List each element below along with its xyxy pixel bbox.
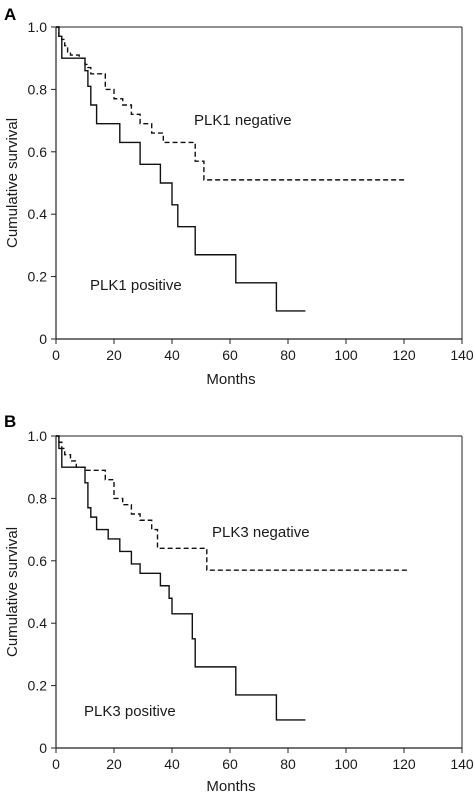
y-tick-label: 0.6	[28, 553, 48, 569]
panel-label-a: A	[4, 5, 16, 24]
survival-chart-b-svg: B 0 0.2 0.4 0.6 0.8 1.0 0 20 40 60 80 100 120 140 Month…	[4, 412, 474, 794]
x-axis-title: Months	[206, 371, 255, 388]
x-tick-label: 40	[164, 756, 180, 772]
y-axis-title: Cumulative survival	[4, 118, 21, 248]
x-tick-label: 100	[334, 756, 358, 772]
series-annotation: PLK1 positive	[90, 277, 182, 294]
x-tick-label: 0	[52, 347, 60, 363]
y-tick-label: 1.0	[28, 19, 48, 35]
series-annotation: PLK3 negative	[212, 524, 310, 541]
x-tick-label: 120	[392, 347, 416, 363]
plk3-positive-survival-curve	[56, 435, 306, 721]
y-tick-label: 0.6	[28, 144, 48, 160]
y-axis-title: Cumulative survival	[4, 527, 21, 657]
y-tick-label: 0.8	[28, 490, 48, 506]
x-axis-title: Months	[206, 778, 255, 794]
series-annotation: PLK3 positive	[84, 703, 176, 720]
x-tick-label: 20	[106, 756, 122, 772]
x-tick-label: 80	[280, 347, 296, 363]
plk1-positive-survival-curve	[56, 26, 306, 312]
x-tick-label: 100	[334, 347, 358, 363]
plk1-negative-survival-curve	[56, 26, 407, 181]
x-tick-label: 60	[222, 756, 238, 772]
x-tick-label: 40	[164, 347, 180, 363]
x-tick-label: 20	[106, 347, 122, 363]
y-tick-label: 0	[39, 331, 47, 347]
y-tick-label: 0.2	[28, 269, 48, 285]
y-tick-label: 0.4	[28, 206, 48, 222]
plk3-negative-survival-curve	[56, 435, 407, 571]
x-tick-label: 140	[450, 756, 474, 772]
y-tick-label: 0	[39, 740, 47, 756]
panel-label-b: B	[4, 412, 16, 431]
x-tick-label: 80	[280, 756, 296, 772]
x-tick-label: 120	[392, 756, 416, 772]
x-tick-label: 0	[52, 756, 60, 772]
survival-chart-panel-a: A 0 0.2 0.4 0.6 0.8 1.0 0 20 40 60 80 100 120 140 Month…	[4, 5, 474, 388]
y-tick-label: 0.2	[28, 678, 48, 694]
survival-chart-panel-b: B 0 0.2 0.4 0.6 0.8 1.0 0 20 40 60 80 100 120 140 Month…	[0, 405, 474, 794]
y-tick-label: 0.4	[28, 615, 48, 631]
y-tick-label: 0.8	[28, 81, 48, 97]
y-tick-label: 1.0	[28, 428, 48, 444]
series-annotation: PLK1 negative	[194, 112, 292, 129]
x-tick-label: 60	[222, 347, 238, 363]
survival-chart-a-svg: A 0 0.2 0.4 0.6 0.8 1.0 0 20 40 60 80 100 120 140 Month…	[4, 5, 474, 388]
x-tick-label: 140	[450, 347, 474, 363]
